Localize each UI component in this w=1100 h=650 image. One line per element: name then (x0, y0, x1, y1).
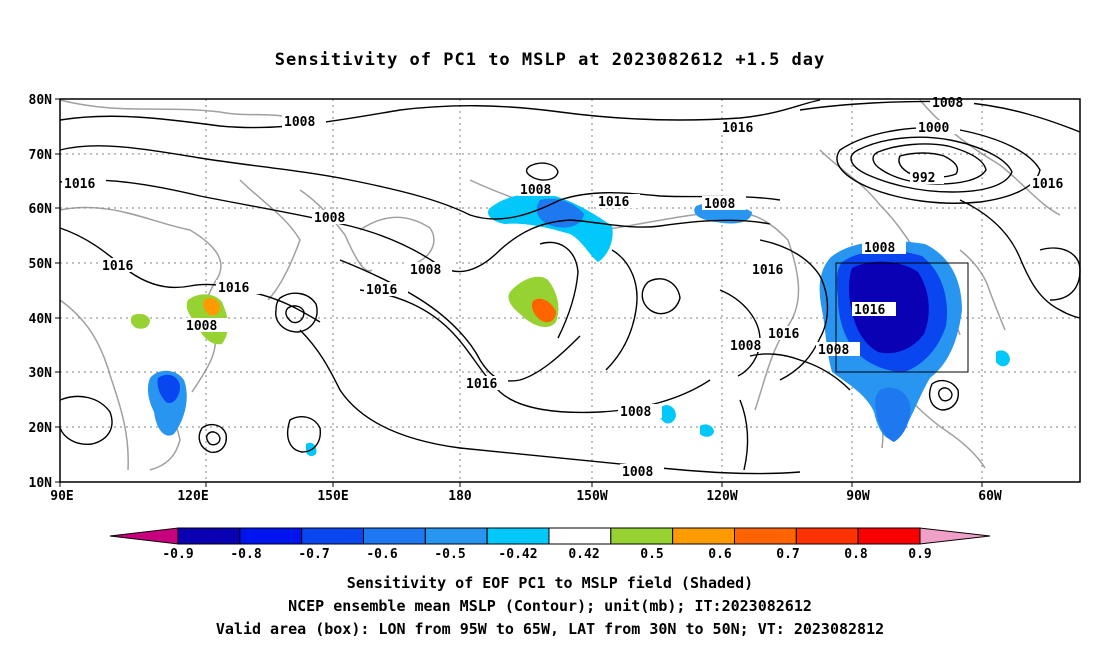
isobar-label: 1008 (520, 183, 551, 198)
colorbar-cell (795, 527, 859, 545)
colorbar-label: 0.7 (776, 547, 799, 562)
shade-negative-small-2 (700, 424, 714, 437)
shade-positive-small (130, 313, 150, 329)
lat-label: 50N (29, 257, 53, 272)
isobar-label: 1008 (864, 241, 895, 256)
gridlines (60, 99, 1080, 482)
lat-label: 20N (29, 421, 53, 436)
colorbar-cell (301, 527, 364, 545)
isobar-label: 1008 (314, 211, 345, 226)
lon-label: 150W (576, 489, 607, 504)
lon-label: 150E (317, 489, 348, 504)
colorbar-label: 0.42 (568, 547, 599, 562)
lat-label: 40N (29, 312, 53, 327)
isobar-label: 1000 (918, 121, 949, 136)
lat-label: 60N (29, 202, 53, 217)
colorbar-cell (548, 527, 612, 545)
isobar-label: 1008 (622, 465, 653, 480)
colorbar-end-low (109, 527, 179, 545)
colorbar-cell (424, 527, 488, 545)
isobar-label: 1016 (854, 303, 885, 318)
lat-label: 70N (29, 148, 53, 163)
caption-valid-area: Valid area (box): LON from 95W to 65W, L… (215, 620, 885, 638)
isobar-label: 1008 (818, 343, 849, 358)
colorbar-labels: -0.9 -0.8 -0.7 -0.6 -0.5 -0.42 0.42 0.5 … (162, 547, 931, 562)
isobar-label: 1016 (102, 259, 133, 274)
isobar-label: 1008 (704, 197, 735, 212)
valid-area-box (835, 262, 969, 373)
lon-label: 60W (978, 489, 1002, 504)
longitude-labels: 90E 120E 150E 180 150W 120W 90W 60W (50, 489, 1002, 504)
lat-label: 30N (29, 366, 53, 381)
colorbar-cell (672, 527, 736, 545)
caption-contour: NCEP ensemble mean MSLP (Contour); unit(… (288, 597, 812, 615)
shade-negative-asia-core (157, 374, 180, 404)
isobar-label: 1016 (1032, 177, 1063, 192)
axis-ticks (55, 98, 983, 487)
colorbar-label: 0.8 (844, 547, 868, 562)
lon-label: 120W (706, 489, 737, 504)
isobar-label: 992 (912, 171, 935, 186)
isobar-label: 1016 (218, 281, 249, 296)
colorbar-label: -0.8 (230, 547, 261, 562)
colorbar-label: -0.7 (298, 547, 329, 562)
colorbar-cell (857, 527, 921, 545)
isobar-label: 1016 (598, 195, 629, 210)
colorbar-cell (177, 527, 241, 545)
isobar-label: 1016 (64, 177, 95, 192)
colorbar-label: 0.9 (908, 547, 931, 562)
colorbar-label: -0.5 (434, 547, 465, 562)
colorbar-label: 0.6 (708, 547, 732, 562)
isobar-labels: 1008 1016 1008 1000 992 1016 1016 1008 1… (62, 96, 1074, 480)
colorbar-label: -0.42 (498, 547, 537, 562)
colorbar (109, 527, 991, 545)
isobar-label: 1016 (752, 263, 783, 278)
shade-negative-small-4 (996, 350, 1010, 367)
plot-title: Sensitivity of PC1 to MSLP at 2023082612… (274, 50, 826, 70)
shade-negative-small-1 (658, 405, 676, 424)
latitude-labels: 80N 70N 60N 50N 40N 30N 20N 10N (29, 93, 53, 491)
shade-negative-florida (875, 387, 911, 442)
isobar-label: 1016 (366, 283, 397, 298)
isobar-label: 1008 (284, 115, 315, 130)
caption-shading: Sensitivity of EOF PC1 to MSLP field (Sh… (346, 574, 754, 592)
lat-label: 10N (29, 476, 53, 491)
map-frame (59, 98, 1081, 483)
shade-positive-asia-core (203, 298, 220, 316)
isobar-label: 1016 (466, 377, 497, 392)
colorbar-cell (610, 527, 674, 545)
isobar-label: 1008 (410, 263, 441, 278)
lon-label: 120E (177, 489, 208, 504)
colorbar-label: -0.6 (366, 547, 397, 562)
isobar-label: 1008 (620, 405, 651, 420)
shade-positive-pacific-core (531, 298, 556, 323)
shade-negative-bering (487, 193, 613, 262)
colorbar-cell (734, 527, 797, 545)
isobar-label: 1008 (186, 319, 217, 334)
lat-label: 80N (29, 93, 53, 108)
colorbar-cell (363, 527, 426, 545)
lon-label: 90W (846, 489, 870, 504)
colorbar-label: -0.9 (162, 547, 193, 562)
isobar-label: 1008 (730, 339, 761, 354)
lon-label: 90E (50, 489, 73, 504)
colorbar-cell (486, 527, 550, 545)
colorbar-end-high (919, 527, 991, 545)
colorbar-label: 0.5 (640, 547, 663, 562)
lon-label: 180 (448, 489, 472, 504)
colorbar-cell (239, 527, 303, 545)
isobar-label: 1016 (768, 327, 799, 342)
isobar-label: 1016 (722, 121, 753, 136)
